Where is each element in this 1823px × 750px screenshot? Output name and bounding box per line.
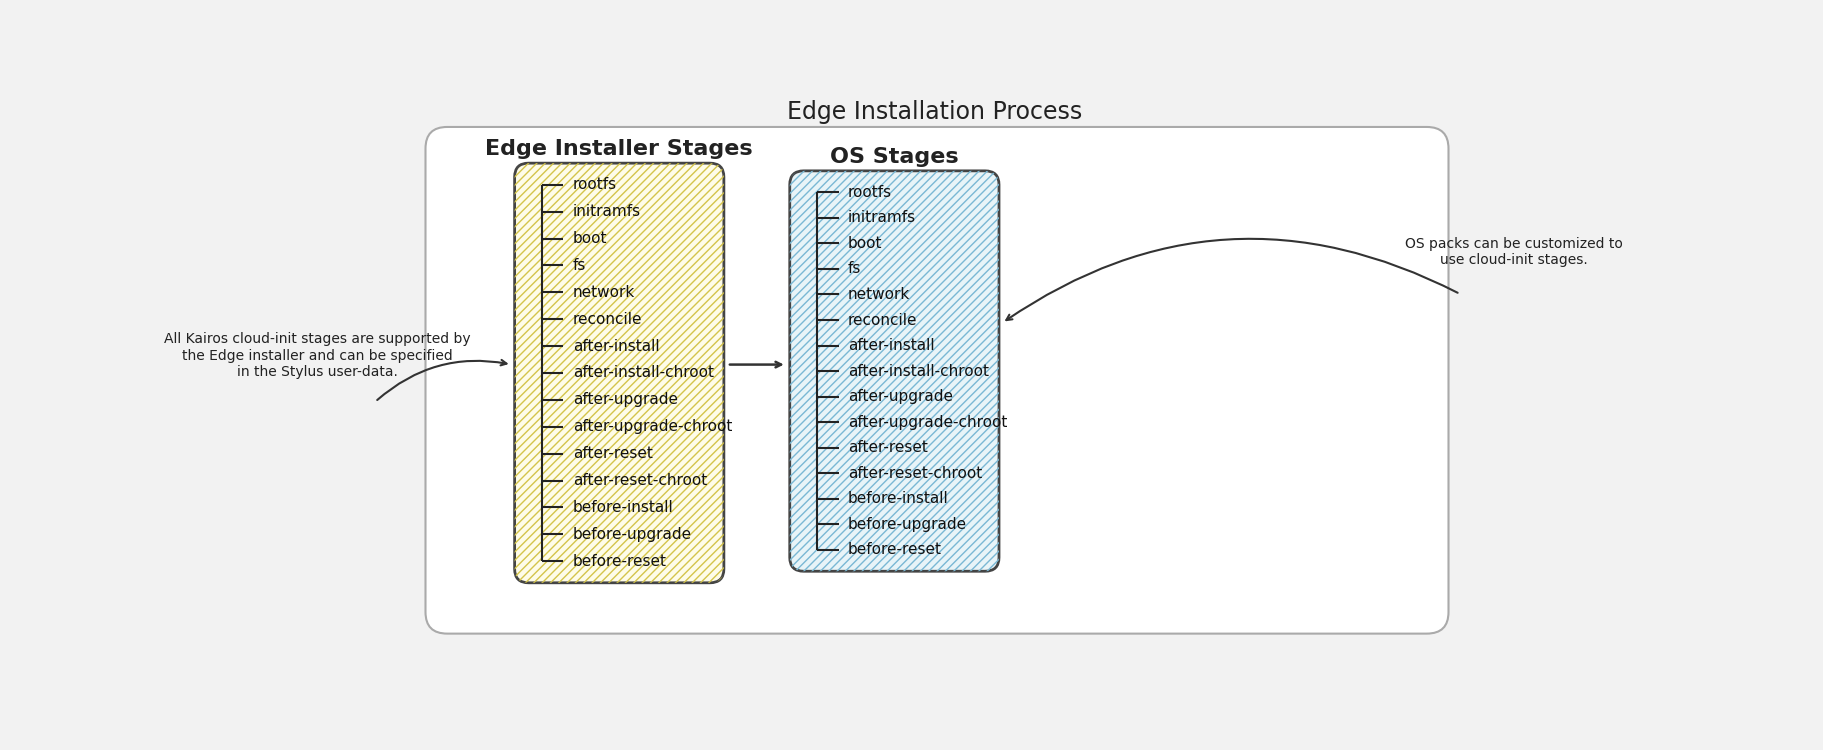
Text: All Kairos cloud-init stages are supported by
the Edge installer and can be spec: All Kairos cloud-init stages are support… bbox=[164, 332, 470, 379]
Text: before-upgrade: before-upgrade bbox=[572, 526, 693, 542]
Text: after-reset: after-reset bbox=[572, 446, 653, 461]
Text: after-reset-chroot: after-reset-chroot bbox=[848, 466, 983, 481]
Text: fs: fs bbox=[848, 262, 860, 277]
Text: initramfs: initramfs bbox=[572, 204, 642, 219]
Text: Edge Installer Stages: Edge Installer Stages bbox=[485, 140, 753, 159]
Text: OS packs can be customized to
use cloud-init stages.: OS packs can be customized to use cloud-… bbox=[1406, 236, 1622, 267]
Text: after-install: after-install bbox=[572, 338, 660, 353]
Text: after-reset: after-reset bbox=[848, 440, 928, 455]
Text: before-reset: before-reset bbox=[848, 542, 942, 557]
Text: fs: fs bbox=[572, 258, 587, 273]
FancyBboxPatch shape bbox=[789, 171, 999, 572]
Text: after-upgrade-chroot: after-upgrade-chroot bbox=[848, 415, 1008, 430]
Text: before-install: before-install bbox=[572, 500, 673, 515]
Text: Edge Installation Process: Edge Installation Process bbox=[788, 100, 1081, 124]
Text: after-upgrade-chroot: after-upgrade-chroot bbox=[572, 419, 733, 434]
Text: after-install-chroot: after-install-chroot bbox=[572, 365, 715, 380]
Text: initramfs: initramfs bbox=[848, 211, 915, 226]
Text: after-install: after-install bbox=[848, 338, 935, 353]
Text: after-reset-chroot: after-reset-chroot bbox=[572, 473, 707, 488]
Text: after-upgrade: after-upgrade bbox=[848, 389, 953, 404]
Text: network: network bbox=[848, 287, 910, 302]
Text: before-install: before-install bbox=[848, 491, 948, 506]
Text: after-install-chroot: after-install-chroot bbox=[848, 364, 988, 379]
Text: boot: boot bbox=[572, 231, 607, 246]
Text: network: network bbox=[572, 285, 634, 300]
FancyBboxPatch shape bbox=[514, 164, 724, 583]
Text: OS Stages: OS Stages bbox=[829, 147, 959, 167]
Text: after-upgrade: after-upgrade bbox=[572, 392, 678, 407]
Text: before-reset: before-reset bbox=[572, 554, 667, 568]
Text: before-upgrade: before-upgrade bbox=[848, 517, 966, 532]
FancyBboxPatch shape bbox=[425, 127, 1449, 634]
Text: boot: boot bbox=[848, 236, 882, 251]
Text: reconcile: reconcile bbox=[848, 313, 917, 328]
Text: rootfs: rootfs bbox=[848, 185, 891, 200]
Text: reconcile: reconcile bbox=[572, 312, 642, 327]
Text: rootfs: rootfs bbox=[572, 177, 616, 192]
